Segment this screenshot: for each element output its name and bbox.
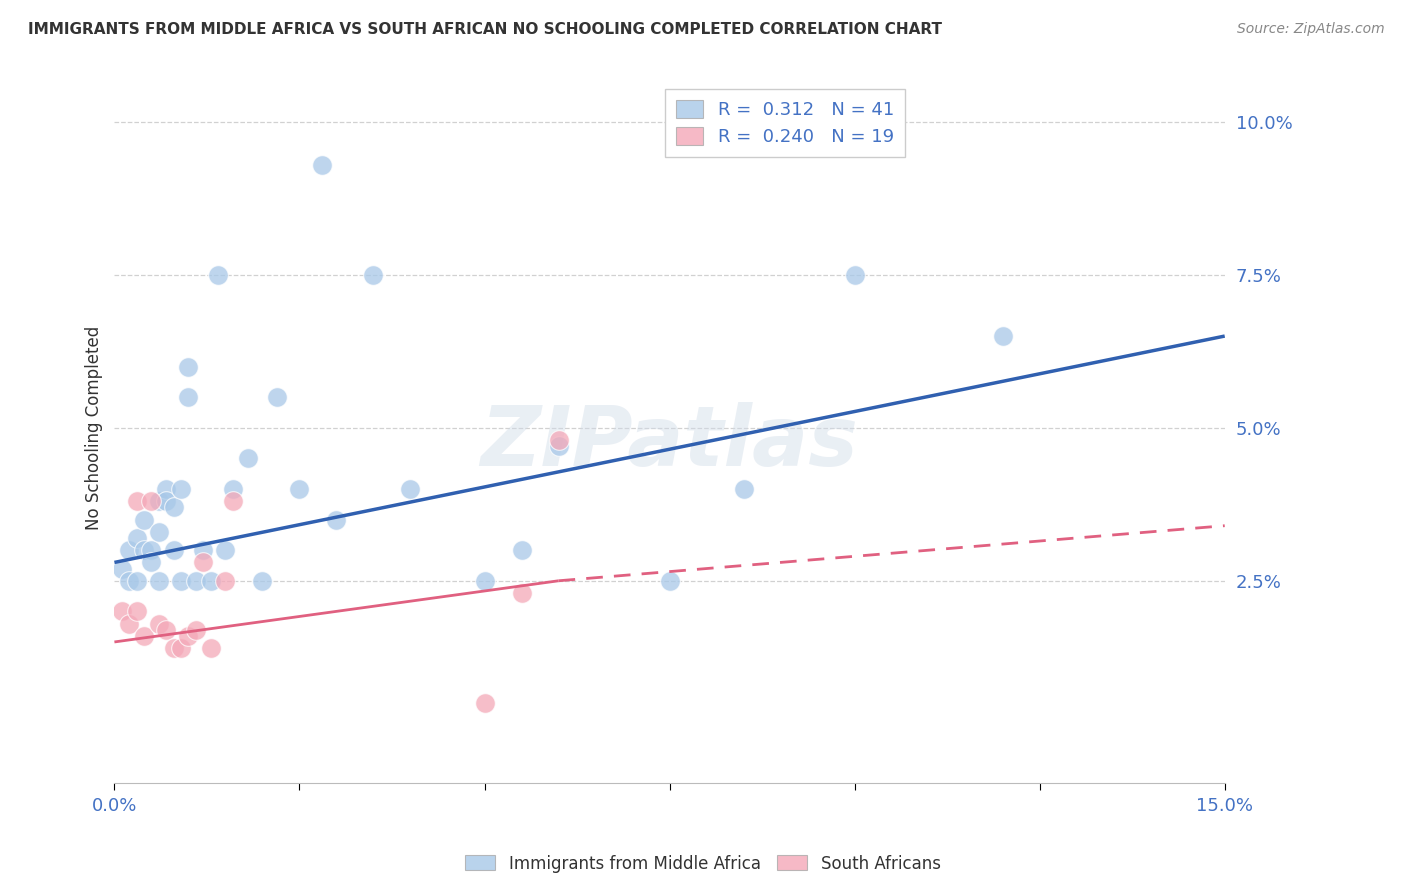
Point [148,616,170,631]
Point [200,641,222,656]
Point [214,543,236,558]
Point [222,494,245,508]
Point [193,543,215,558]
Point [148,574,170,588]
Point [184,623,207,637]
Point [266,390,288,404]
Point [132,513,155,527]
Point [125,604,148,618]
Point [474,574,496,588]
Point [399,482,422,496]
Point [214,574,236,588]
Point [288,482,311,496]
Point [236,451,259,466]
Point [148,524,170,539]
Point [193,556,215,570]
Text: Source: ZipAtlas.com: Source: ZipAtlas.com [1237,22,1385,37]
Y-axis label: No Schooling Completed: No Schooling Completed [86,326,103,530]
Point [141,494,163,508]
Point [148,494,170,508]
Point [658,574,681,588]
Point [547,433,569,447]
Text: IMMIGRANTS FROM MIDDLE AFRICA VS SOUTH AFRICAN NO SCHOOLING COMPLETED CORRELATIO: IMMIGRANTS FROM MIDDLE AFRICA VS SOUTH A… [28,22,942,37]
Point [125,574,148,588]
Point [118,574,141,588]
Point [155,494,177,508]
Point [162,543,184,558]
Point [170,641,193,656]
Point [141,543,163,558]
Point [200,574,222,588]
Point [991,329,1014,343]
Point [170,574,193,588]
Point [510,586,533,600]
Point [177,390,200,404]
Point [170,482,193,496]
Point [132,629,155,643]
Point [155,482,177,496]
Legend: R =  0.312   N = 41, R =  0.240   N = 19: R = 0.312 N = 41, R = 0.240 N = 19 [665,89,905,157]
Point [118,543,141,558]
Point [177,359,200,374]
Point [118,616,141,631]
Point [132,543,155,558]
Point [363,268,385,282]
Point [125,494,148,508]
Point [141,556,163,570]
Point [125,531,148,545]
Point [155,623,177,637]
Point [252,574,274,588]
Point [547,439,569,453]
Point [162,500,184,515]
Text: ZIPatlas: ZIPatlas [481,401,859,483]
Point [111,561,134,575]
Point [162,641,184,656]
Point [325,513,347,527]
Point [474,696,496,710]
Point [311,158,333,172]
Point [207,268,229,282]
Point [184,574,207,588]
Point [844,268,866,282]
Point [733,482,755,496]
Point [111,604,134,618]
Point [177,629,200,643]
Point [510,543,533,558]
Point [222,482,245,496]
Legend: Immigrants from Middle Africa, South Africans: Immigrants from Middle Africa, South Afr… [458,848,948,880]
